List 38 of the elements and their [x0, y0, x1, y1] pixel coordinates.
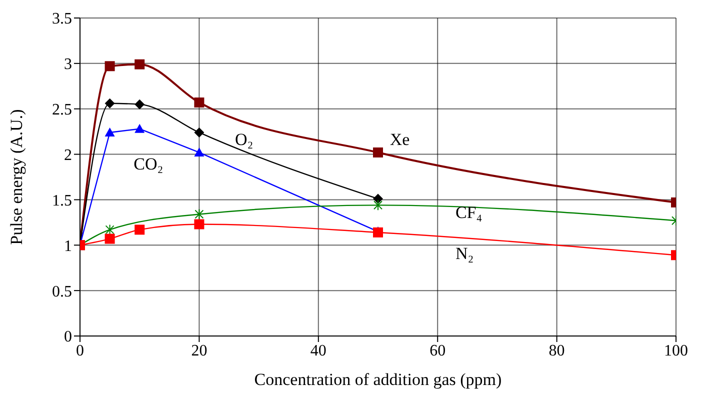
y-axis-title: Pulse energy (A.U.) — [7, 109, 26, 245]
point — [104, 98, 115, 108]
series-label: O₂ — [234, 130, 254, 150]
point — [373, 147, 383, 158]
point — [105, 224, 114, 236]
point — [194, 127, 204, 138]
x-tick-label: 0 — [76, 342, 84, 360]
point — [194, 97, 204, 108]
x-axis-title: Concentration of addition gas (ppm) — [254, 370, 502, 389]
point — [134, 224, 145, 235]
y-tick-label: 0.5 — [52, 283, 72, 300]
x-tick-label: 100 — [664, 342, 688, 360]
point — [374, 200, 382, 211]
y-tick-label: 2.5 — [52, 102, 72, 119]
point — [194, 208, 204, 220]
x-tick-label: 40 — [310, 342, 326, 360]
series-label: Xe — [390, 130, 410, 150]
series-label: CF₄ — [455, 202, 482, 222]
y-tick-label: 0 — [64, 328, 72, 346]
y-tick-label: 1.5 — [52, 192, 72, 210]
x-tick-label: 60 — [430, 342, 446, 360]
point — [134, 124, 145, 133]
series-label: CO₂ — [134, 154, 164, 174]
point — [134, 99, 145, 110]
series-label: N₂ — [455, 244, 474, 263]
point — [104, 234, 115, 244]
point — [194, 147, 204, 156]
y-tick-label: 2 — [64, 146, 72, 164]
y-tick-label: 1 — [64, 238, 72, 255]
y-tick-label: 3.5 — [52, 10, 72, 28]
point — [134, 59, 145, 70]
x-tick-label: 20 — [191, 342, 208, 360]
point — [194, 219, 204, 230]
y-tick-label: 3 — [64, 56, 72, 74]
point — [104, 61, 115, 72]
x-tick-label: 80 — [548, 342, 565, 360]
point — [373, 194, 383, 204]
point — [104, 127, 115, 136]
